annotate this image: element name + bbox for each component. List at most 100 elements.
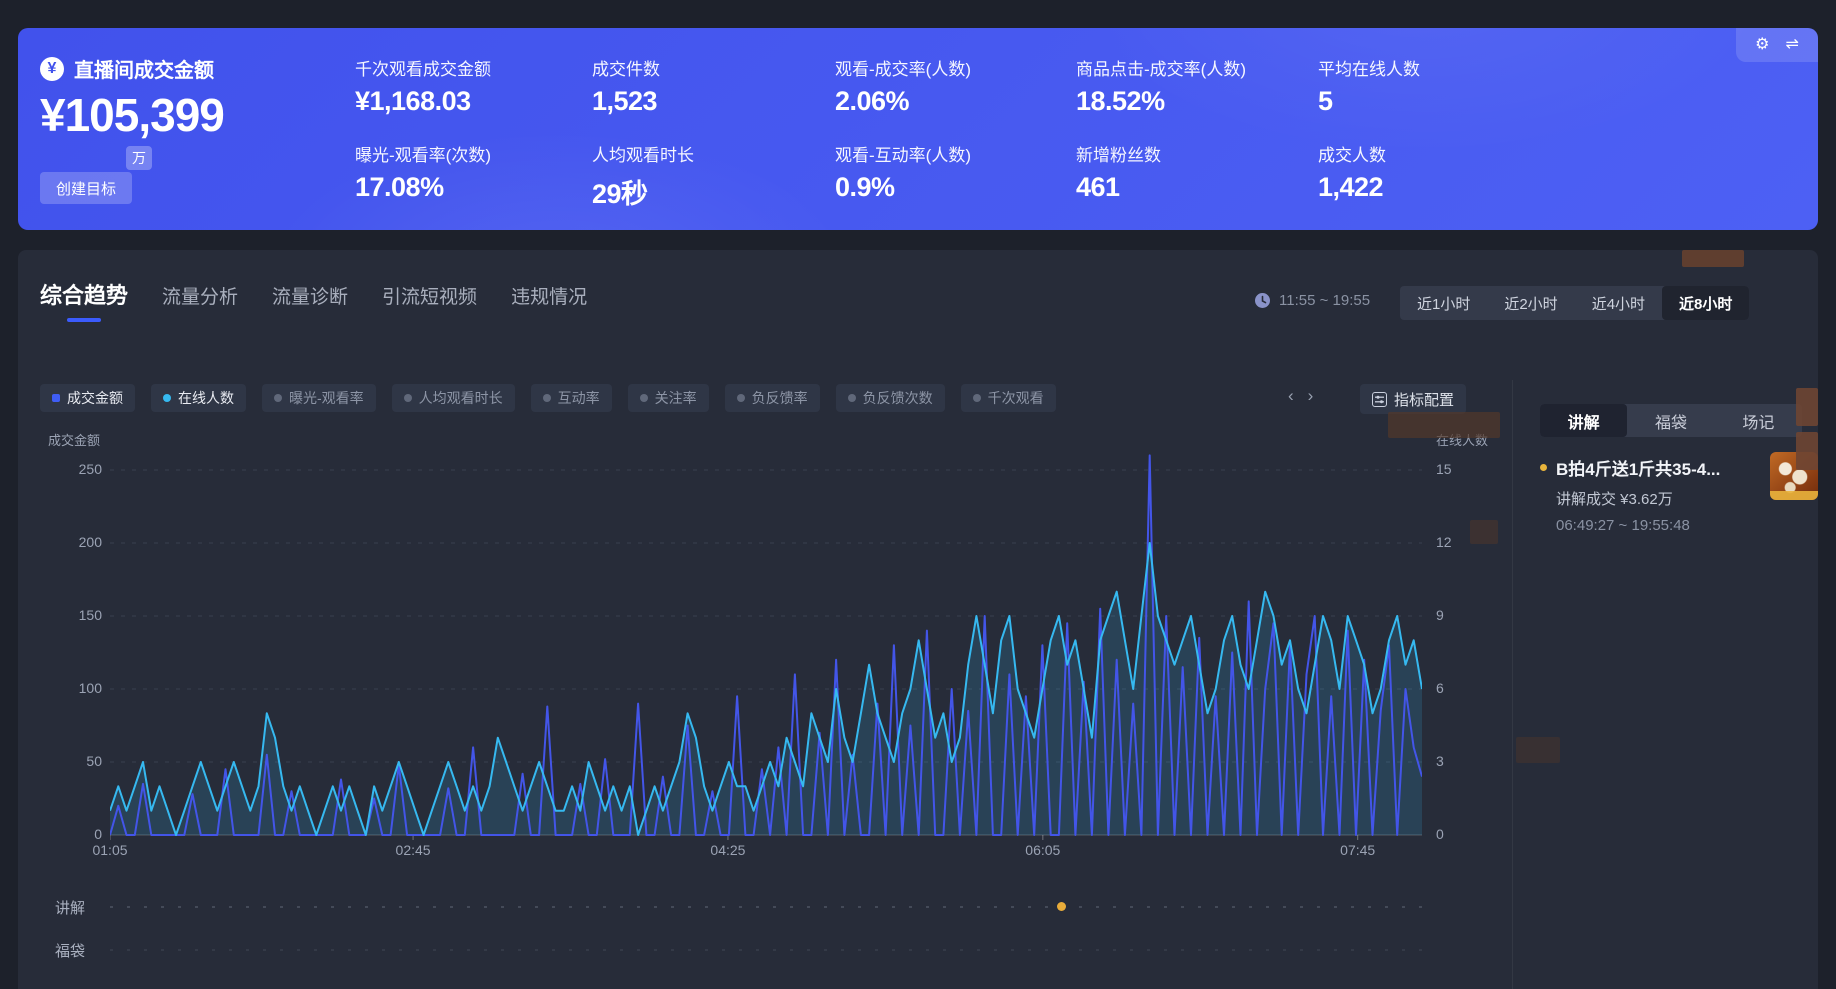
left-axis-title: 成交金额	[47, 433, 100, 448]
banner-metric: 成交人数 1,422	[1318, 141, 1548, 203]
yen-circle-icon: ¥	[40, 56, 64, 81]
metric-label: 曝光-观看率(次数)	[355, 146, 491, 165]
chip-8[interactable]: 千次观看	[960, 384, 1056, 412]
chip-2[interactable]: 曝光-观看率	[262, 384, 376, 412]
metric-label: 观看-成交率(人数)	[835, 60, 971, 79]
panel-divider	[1512, 380, 1513, 989]
metric-config-label: 指标配置	[1394, 391, 1455, 409]
left-axis-tick: 50	[86, 753, 102, 769]
chip-0[interactable]: 成交金额	[40, 384, 135, 412]
item-deal: 讲解成交 ¥3.62万	[1556, 491, 1673, 508]
x-axis-tick: 01:05	[92, 842, 128, 858]
metric-label: 成交件数	[592, 60, 660, 79]
chip-label: 人均观看时长	[418, 390, 503, 406]
panel-tab-1[interactable]: 福袋	[1654, 414, 1687, 432]
item-title: B拍4斤送1斤共35-4...	[1556, 460, 1721, 479]
time-button-1[interactable]: 近2小时	[1504, 295, 1558, 313]
panel-tabs: 讲解 福袋 场记	[1540, 404, 1802, 437]
x-axis-tick: 07:45	[1340, 842, 1376, 858]
metric-label: 新增粉丝数	[1076, 146, 1161, 165]
right-axis-tick: 9	[1436, 607, 1444, 623]
swap-icon[interactable]: ⇌	[1785, 36, 1799, 53]
banner-metric: 新增粉丝数 461	[1076, 141, 1306, 203]
chip-marker-icon	[163, 394, 171, 402]
metric-label: 观看-互动率(人数)	[835, 146, 971, 165]
banner-corner-box: ⚙ ⇌	[1736, 28, 1818, 62]
chip-1[interactable]: 在线人数	[151, 384, 246, 412]
clock-icon	[1255, 293, 1270, 308]
banner-title-row: ¥ 直播间成交金额	[40, 54, 214, 83]
chevron-left-icon[interactable]: ‹	[1288, 386, 1294, 405]
chip-marker-icon	[542, 394, 551, 402]
x-axis-tick: 02:45	[395, 842, 431, 858]
banner-metric: 曝光-观看率(次数) 17.08%	[355, 141, 585, 203]
chip-label: 在线人数	[178, 390, 234, 406]
banner-metric: 人均观看时长 29秒	[592, 141, 822, 211]
tab-4[interactable]: 违规情况	[511, 287, 588, 308]
chip-5[interactable]: 关注率	[627, 384, 709, 412]
sliders-icon	[1372, 391, 1387, 407]
explain-item[interactable]: B拍4斤送1斤共35-4... 讲解成交 ¥3.62万 06:49:27 ~ 1…	[1540, 452, 1818, 556]
chip-label: 互动率	[557, 390, 600, 406]
artifact	[1796, 432, 1818, 470]
left-axis-tick: 100	[78, 680, 102, 696]
panel-tab-2[interactable]: 场记	[1742, 414, 1775, 432]
banner-metric: 平均在线人数 5	[1318, 55, 1548, 117]
metric-value: 461	[1076, 172, 1120, 202]
marker-row-label-luckybag: 福袋	[55, 943, 86, 960]
chip-label: 负反馈次数	[862, 390, 933, 406]
chip-6[interactable]: 负反馈率	[724, 384, 820, 412]
trend-chart	[110, 454, 1422, 840]
chip-label: 关注率	[654, 390, 697, 406]
time-button-2[interactable]: 近4小时	[1591, 295, 1646, 313]
banner-metric: 观看-互动率(人数) 0.9%	[835, 141, 1065, 203]
time-range-row: 11:55 ~ 19:55	[1254, 292, 1370, 309]
tab-2[interactable]: 流量诊断	[272, 287, 349, 308]
left-axis-tick: 0	[94, 826, 102, 842]
chip-marker-icon	[736, 394, 745, 402]
tab-1[interactable]: 流量分析	[162, 287, 239, 308]
marker-dot	[1057, 902, 1067, 911]
chip-marker-icon	[972, 394, 981, 402]
marker-row-line-luckybag	[110, 949, 1422, 951]
artifact	[1796, 388, 1818, 426]
time-button-0[interactable]: 近1小时	[1417, 295, 1471, 313]
gmv-main-value: ¥105,399	[40, 89, 225, 141]
metric-label: 千次观看成交金额	[355, 60, 491, 79]
banner-metric: 成交件数 1,523	[592, 55, 822, 117]
metric-value: 5	[1318, 86, 1333, 116]
metric-label: 成交人数	[1318, 146, 1386, 165]
chip-3[interactable]: 人均观看时长	[391, 384, 515, 412]
tab-0[interactable]: 综合趋势	[40, 278, 128, 322]
chip-4[interactable]: 互动率	[530, 384, 612, 412]
create-goal-button[interactable]: 创建目标	[40, 172, 133, 204]
gmv-unit-badge: 万	[126, 146, 152, 170]
x-axis-tick: 06:05	[1025, 842, 1061, 858]
chip-7[interactable]: 负反馈次数	[835, 384, 945, 412]
marker-row-label-explain: 讲解	[55, 900, 86, 917]
chip-marker-icon	[403, 394, 412, 402]
metric-value: ¥1,168.03	[355, 86, 471, 116]
artifact	[1388, 412, 1500, 438]
panel-tab-0[interactable]: 讲解	[1540, 404, 1628, 437]
chip-pager: ‹ ›	[1288, 386, 1313, 406]
artifact	[1516, 737, 1560, 763]
left-axis-tick: 250	[78, 461, 102, 477]
trend-card: 综合趋势 流量分析 流量诊断 引流短视频 违规情况 11:55 ~ 19:55 近1小时…	[18, 250, 1818, 989]
right-axis-tick: 15	[1436, 461, 1452, 477]
banner-metric: 商品点击-成交率(人数) 18.52%	[1076, 55, 1306, 117]
banner-metric: 观看-成交率(人数) 2.06%	[835, 55, 1065, 117]
gear-icon[interactable]: ⚙	[1755, 36, 1770, 53]
left-axis-tick: 200	[78, 534, 102, 550]
metric-value: 1,523	[592, 86, 658, 116]
metric-value: 18.52%	[1076, 86, 1165, 116]
metric-config-button[interactable]: 指标配置	[1360, 384, 1467, 414]
metric-value: 2.06%	[835, 86, 910, 116]
chips-row: 成交金额 在线人数 曝光-观看率 人均观看时长 互动率 关注率 负反馈率 负反馈次数 千次观看	[40, 384, 1056, 412]
time-button-3[interactable]: 近8小时	[1662, 286, 1750, 320]
metric-label: 人均观看时长	[592, 146, 694, 165]
metric-label: 商品点击-成交率(人数)	[1076, 60, 1246, 79]
tab-3[interactable]: 引流短视频	[382, 287, 478, 308]
chevron-right-icon[interactable]: ›	[1307, 386, 1314, 405]
